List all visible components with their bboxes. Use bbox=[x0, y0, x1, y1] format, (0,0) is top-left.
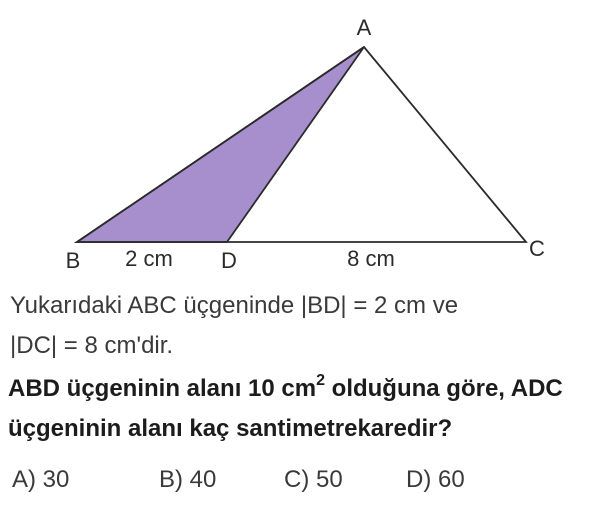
vertex-label-c: C bbox=[529, 236, 545, 261]
question-line-2: üçgeninin alanı kaç santimetrekaredir? bbox=[8, 415, 453, 442]
answer-options: A) 30 B) 40 C) 50 D) 60 bbox=[12, 466, 604, 496]
option-a: A) 30 bbox=[12, 466, 70, 493]
question-line-1: ABD üçgeninin alanı 10 cm2 olduğuna göre… bbox=[8, 372, 563, 404]
superscript-2: 2 bbox=[316, 372, 325, 389]
segment-bd-length-label: 2 cm bbox=[125, 246, 173, 271]
question-line1-pre: ABD üçgeninin alanı 10 cm bbox=[8, 375, 317, 402]
question-line1-post: olduğuna göre, ADC bbox=[324, 375, 563, 402]
vertex-label-a: A bbox=[357, 15, 372, 40]
segment-dc-length-label: 8 cm bbox=[347, 246, 395, 271]
option-d: D) 60 bbox=[406, 466, 465, 493]
triangle-diagram: A B D C 2 cm 8 cm bbox=[66, 15, 545, 273]
statement-line-1: Yukarıdaki ABC üçgeninde |BD| = 2 cm ve bbox=[10, 292, 459, 319]
triangle-abc-outline bbox=[74, 45, 528, 243]
option-b: B) 40 bbox=[159, 466, 217, 493]
vertex-label-b: B bbox=[66, 248, 81, 273]
vertex-label-d: D bbox=[221, 248, 237, 273]
statement-line-2: |DC| = 8 cm'dir. bbox=[10, 332, 174, 359]
option-c: C) 50 bbox=[284, 466, 343, 493]
